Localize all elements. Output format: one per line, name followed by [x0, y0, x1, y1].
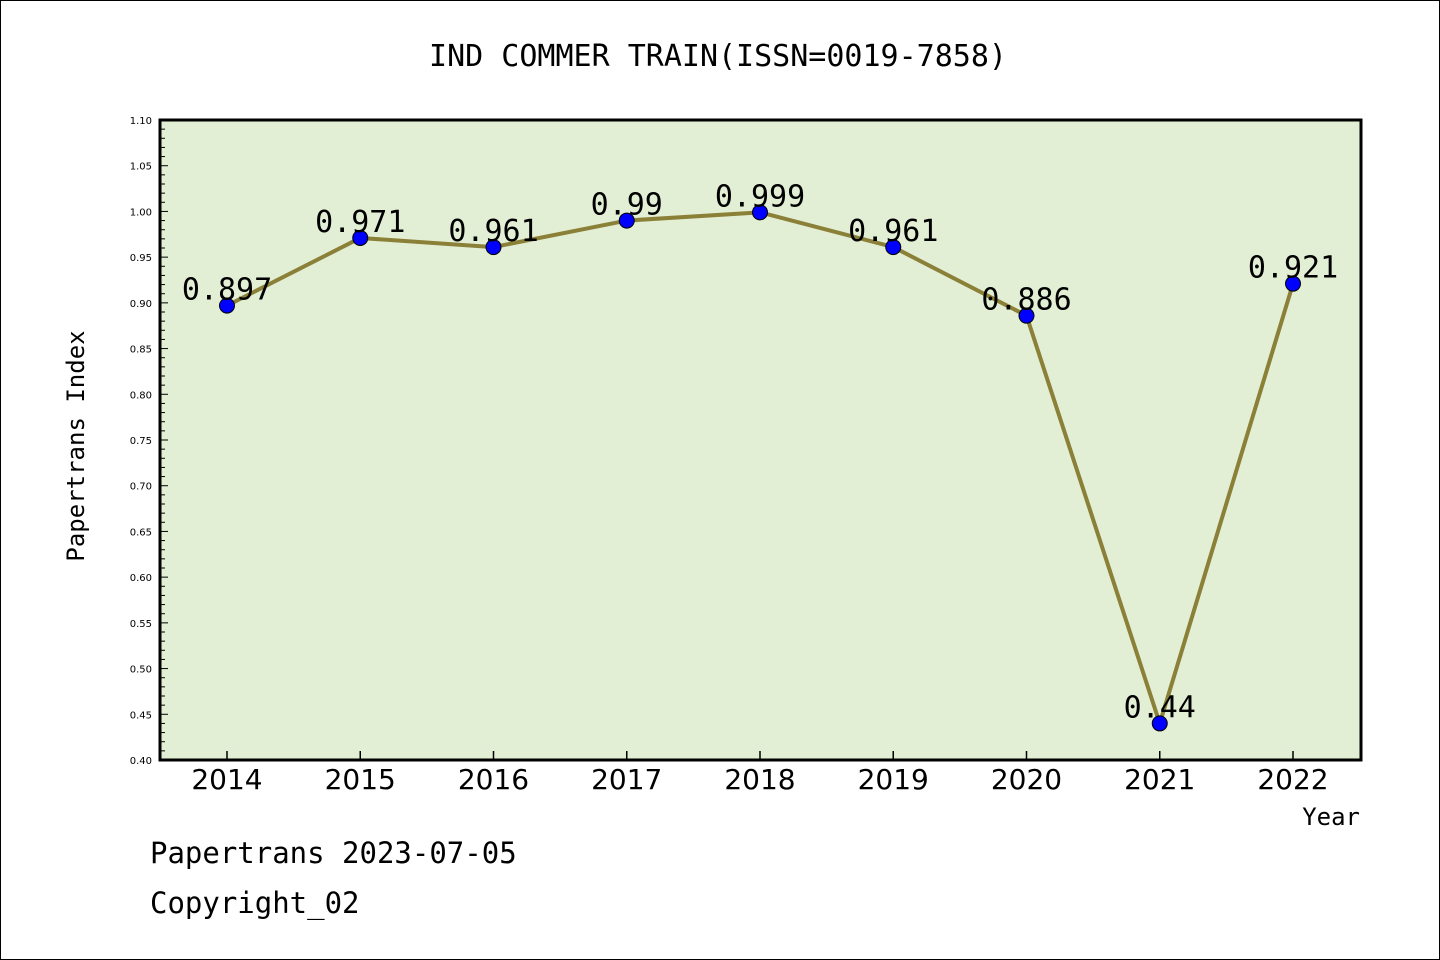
y-axis-label: Papertrans Index — [62, 330, 90, 561]
x-tick-label: 2015 — [325, 763, 396, 796]
data-point — [1018, 307, 1035, 324]
x-axis-ticks: 2014 2015 2016 2017 2018 2019 2020 2021 2022 — [191, 751, 1329, 796]
data-label: 0.99 — [591, 188, 663, 223]
data-label: 0.961 — [448, 214, 538, 249]
data-point — [219, 297, 235, 314]
plot-area — [160, 120, 1361, 760]
y-tick-label: 0.80 — [130, 390, 152, 401]
data-point — [1285, 275, 1301, 292]
y-tick-label: 0.90 — [130, 299, 152, 310]
y-tick-label: 1.00 — [130, 207, 152, 218]
data-point — [352, 229, 369, 246]
data-labels: 0.897 0.971 0.961 0.99 0.999 0.961 0.886 0.44 0.… — [182, 179, 1338, 725]
x-tick-label: 2014 — [191, 763, 262, 796]
footer-date: Papertrans 2023-07-05 — [150, 836, 517, 870]
data-label: 0.971 — [315, 205, 405, 240]
x-tick-label: 2019 — [858, 763, 929, 796]
x-tick-label: 2017 — [591, 763, 662, 796]
y-tick-label: 0.60 — [130, 573, 152, 584]
data-point — [885, 239, 902, 256]
y-tick-label: 0.45 — [130, 710, 152, 721]
y-tick-label: 1.05 — [130, 162, 152, 173]
data-label: 0.44 — [1124, 690, 1196, 725]
chart-title: IND COMMER TRAIN(ISSN=0019-7858) — [429, 39, 1007, 74]
data-label: 0.897 — [182, 273, 272, 308]
y-tick-label: 0.85 — [130, 345, 152, 356]
data-point — [752, 204, 768, 221]
y-tick-label: 1.10 — [130, 116, 152, 127]
x-axis-label: Year — [1302, 803, 1360, 831]
data-label: 0.886 — [981, 283, 1071, 318]
data-label: 0.921 — [1248, 251, 1338, 286]
footer-copyright: Copyright_02 — [150, 886, 360, 920]
data-label: 0.999 — [715, 179, 805, 214]
y-tick-label: 0.65 — [130, 527, 152, 538]
x-tick-label: 2022 — [1257, 763, 1328, 796]
y-tick-label: 0.70 — [130, 482, 152, 493]
y-tick-label: 0.40 — [130, 756, 152, 767]
x-tick-label: 2016 — [458, 763, 529, 796]
y-tick-label: 0.75 — [130, 436, 152, 447]
x-tick-label: 2018 — [724, 763, 795, 796]
x-tick-label: 2020 — [991, 763, 1062, 796]
y-tick-label: 0.95 — [130, 253, 152, 264]
x-tick-label: 2021 — [1124, 763, 1195, 796]
data-label: 0.961 — [848, 214, 938, 249]
data-point — [485, 239, 502, 256]
plot-border — [158, 118, 1363, 762]
data-point — [618, 212, 635, 229]
data-markers — [219, 204, 1301, 732]
data-point — [1151, 715, 1168, 732]
y-tick-label: 0.50 — [130, 665, 152, 676]
y-tick-label: 0.55 — [130, 619, 152, 630]
y-axis-ticks: 0.40 0.45 0.50 0.55 0.60 0.65 0.70 0.75 0.80 0.85… — [130, 116, 152, 767]
